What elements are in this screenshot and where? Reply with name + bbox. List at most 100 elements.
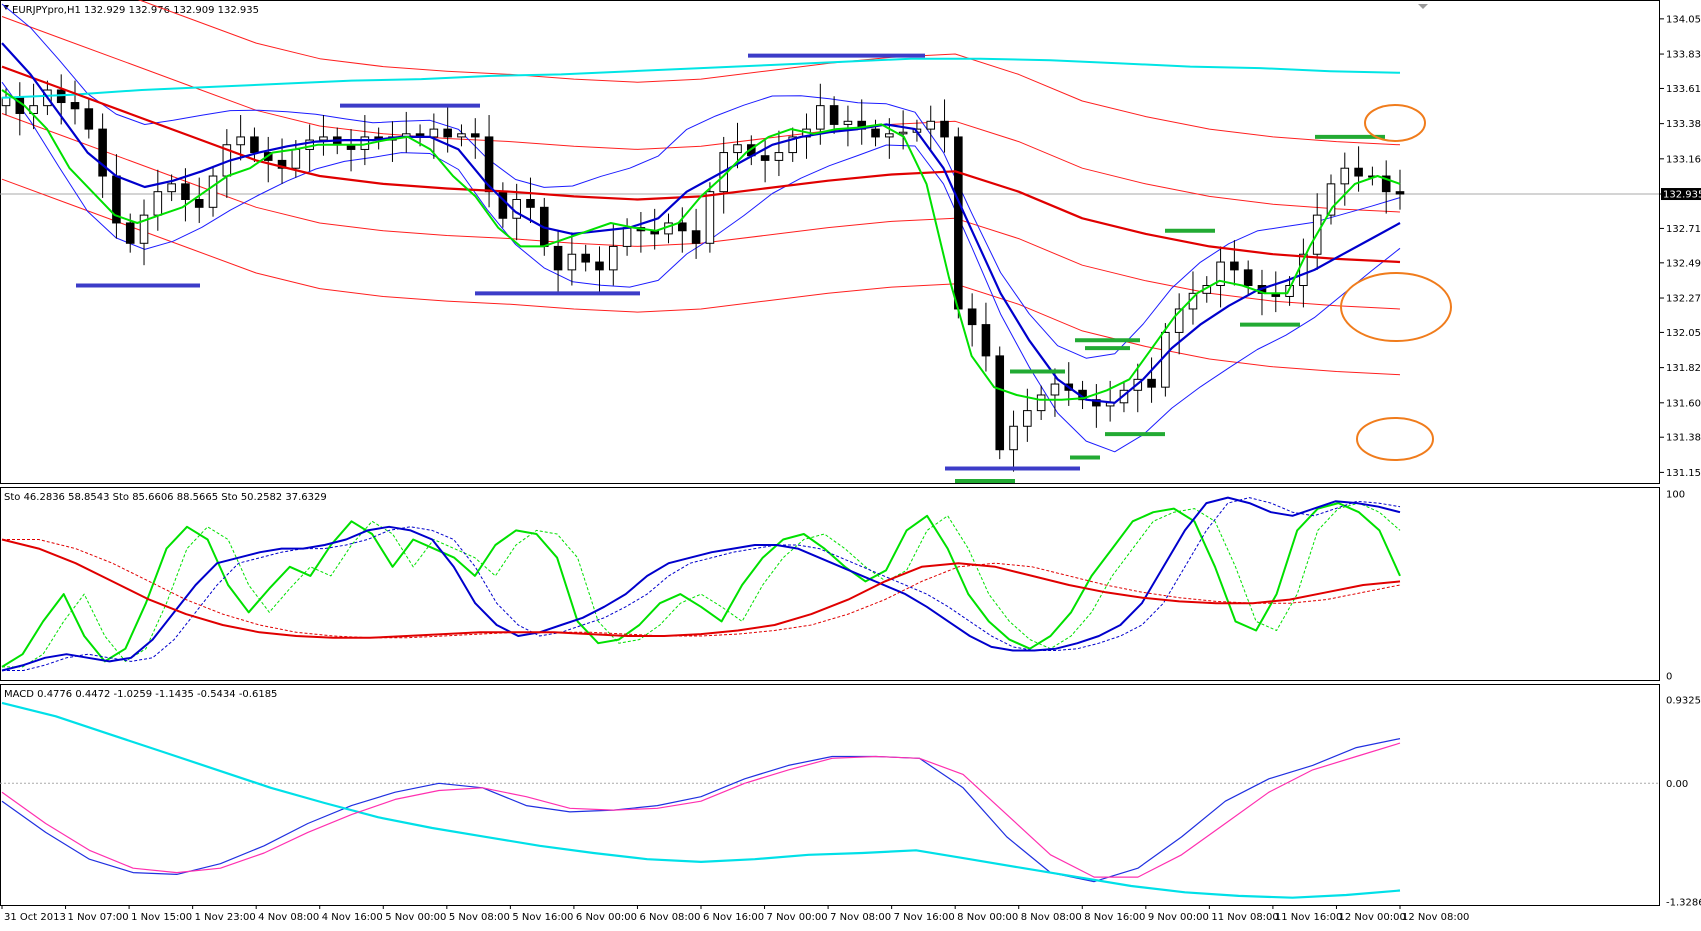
price-axis-label: 133.385: [1666, 119, 1701, 130]
bearish-candle: [277, 159, 287, 169]
price-axis-label: 133.160: [1666, 154, 1701, 165]
price-axis-label: 131.600: [1666, 398, 1701, 409]
bearish-candle: [194, 198, 204, 208]
time-axis-label: 4 Nov 16:00: [322, 912, 383, 923]
macd-line: [1, 701, 1401, 899]
bearish-candle: [70, 102, 80, 110]
time-axis-label: 8 Nov 16:00: [1084, 912, 1145, 923]
stochastic-signal-line: [2, 539, 1401, 639]
time-axis-label: 1 Nov 23:00: [195, 912, 256, 923]
bearish-candle: [1243, 269, 1253, 287]
bullish-candle: [1285, 285, 1294, 297]
bullish-candle: [429, 128, 439, 138]
bullish-candle: [1340, 167, 1350, 185]
macd-panel-border: [0, 684, 1660, 906]
bullish-candle: [291, 148, 301, 169]
time-axis-label: 6 Nov 16:00: [703, 912, 764, 923]
envelope-band-line: [1, 113, 1401, 310]
time-axis-label: 12 Nov 00:00: [1338, 912, 1405, 923]
bullish-candle: [1216, 261, 1225, 287]
fast-ma-line: [1, 89, 1401, 401]
bearish-candle: [1395, 191, 1405, 195]
bearish-candle: [829, 105, 839, 125]
bearish-candle: [760, 155, 770, 161]
bullish-candle: [885, 133, 894, 138]
price-axis-label: 134.055: [1666, 14, 1701, 25]
price-panel-border: [0, 0, 1660, 484]
time-axis-label: 7 Nov 08:00: [830, 912, 891, 923]
time-axis-label: 5 Nov 00:00: [385, 912, 446, 923]
bearish-candle: [553, 245, 563, 271]
bullish-candle: [926, 120, 936, 130]
bullish-candle: [457, 133, 466, 138]
upper-band-line: [1, 3, 1401, 359]
bearish-candle: [98, 128, 107, 177]
bullish-candle: [1161, 331, 1170, 388]
time-axis-label: 4 Nov 08:00: [258, 912, 319, 923]
time-axis-label: 8 Nov 00:00: [957, 912, 1018, 923]
time-axis-label: 12 Nov 08:00: [1402, 912, 1469, 923]
bearish-candle: [595, 261, 604, 271]
bearish-candle: [940, 120, 949, 138]
envelope-band-line: [137, 0, 1401, 146]
bullish-candle: [29, 105, 38, 114]
stochastic-main-line: [1, 502, 1401, 668]
stochastic-panel[interactable]: Sto 46.2836 58.8543 Sto 85.6606 88.5665 …: [0, 487, 1660, 681]
bearish-candle: [995, 355, 1005, 451]
bearish-candle: [691, 230, 701, 244]
bearish-candle: [1230, 261, 1239, 271]
bullish-candle: [733, 144, 742, 154]
shift-marker-icon[interactable]: [1418, 4, 1428, 9]
lower-band-line: [1, 81, 1401, 453]
bullish-candle: [236, 136, 245, 146]
time-axis-label: 11 Nov 16:00: [1275, 912, 1342, 923]
time-axis-label: 1 Nov 07:00: [68, 912, 129, 923]
bullish-candle: [1174, 308, 1184, 333]
macd-panel[interactable]: MACD 0.4776 0.4472 -1.0259 -1.1435 -0.54…: [0, 684, 1660, 906]
bullish-candle: [208, 175, 218, 208]
bearish-candle: [1354, 167, 1363, 177]
macd-indicator-label: MACD 0.4776 0.4472 -1.0259 -1.1435 -0.54…: [4, 689, 277, 700]
time-axis-label: 1 Nov 15:00: [131, 912, 192, 923]
time-axis-label: 8 Nov 08:00: [1021, 912, 1082, 923]
bullish-candle: [898, 131, 908, 135]
bearish-candle: [871, 128, 880, 138]
bullish-candle: [1326, 183, 1336, 216]
bearish-candle: [954, 136, 963, 310]
stochastic-main-line: [1, 496, 1401, 672]
stochastic-indicator-label: Sto 46.2836 58.8543 Sto 85.6606 88.5665 …: [4, 492, 327, 503]
bearish-candle: [967, 308, 977, 326]
bullish-candle: [1036, 394, 1046, 412]
price-axis-label: 131.380: [1666, 433, 1701, 444]
bullish-candle: [705, 191, 715, 244]
time-axis-label: 6 Nov 00:00: [576, 912, 637, 923]
time-axis-label: 7 Nov 16:00: [894, 912, 955, 923]
time-axis-label: 5 Nov 16:00: [512, 912, 573, 923]
bullish-candle: [774, 152, 784, 161]
stochastic-panel-border: [0, 487, 1660, 681]
time-axis-label: 6 Nov 08:00: [639, 912, 700, 923]
macd-line: [1, 742, 1401, 878]
macd-axis-label: 0.00: [1666, 779, 1688, 790]
main-indicator-label: EURJPYpro,H1 132.929 132.976 132.909 132…: [12, 5, 259, 16]
price-axis-label: 132.050: [1666, 328, 1701, 339]
bearish-candle: [581, 253, 590, 263]
bearish-candle: [443, 128, 452, 138]
envelope-band-line: [1, 16, 1401, 213]
price-axis-label: 131.155: [1666, 468, 1701, 479]
current-price-box: [1661, 188, 1701, 201]
bullish-candle: [622, 227, 632, 247]
bearish-candle: [1147, 378, 1156, 388]
bullish-candle: [608, 245, 618, 271]
bullish-candle: [167, 183, 176, 193]
bullish-candle: [816, 105, 825, 130]
current-price-label: 132.935: [1663, 190, 1701, 201]
macd-axis-label: 0.9325: [1666, 696, 1701, 707]
bullish-candle: [319, 136, 328, 141]
bearish-candle: [250, 136, 259, 154]
bearish-candle: [1381, 175, 1391, 193]
